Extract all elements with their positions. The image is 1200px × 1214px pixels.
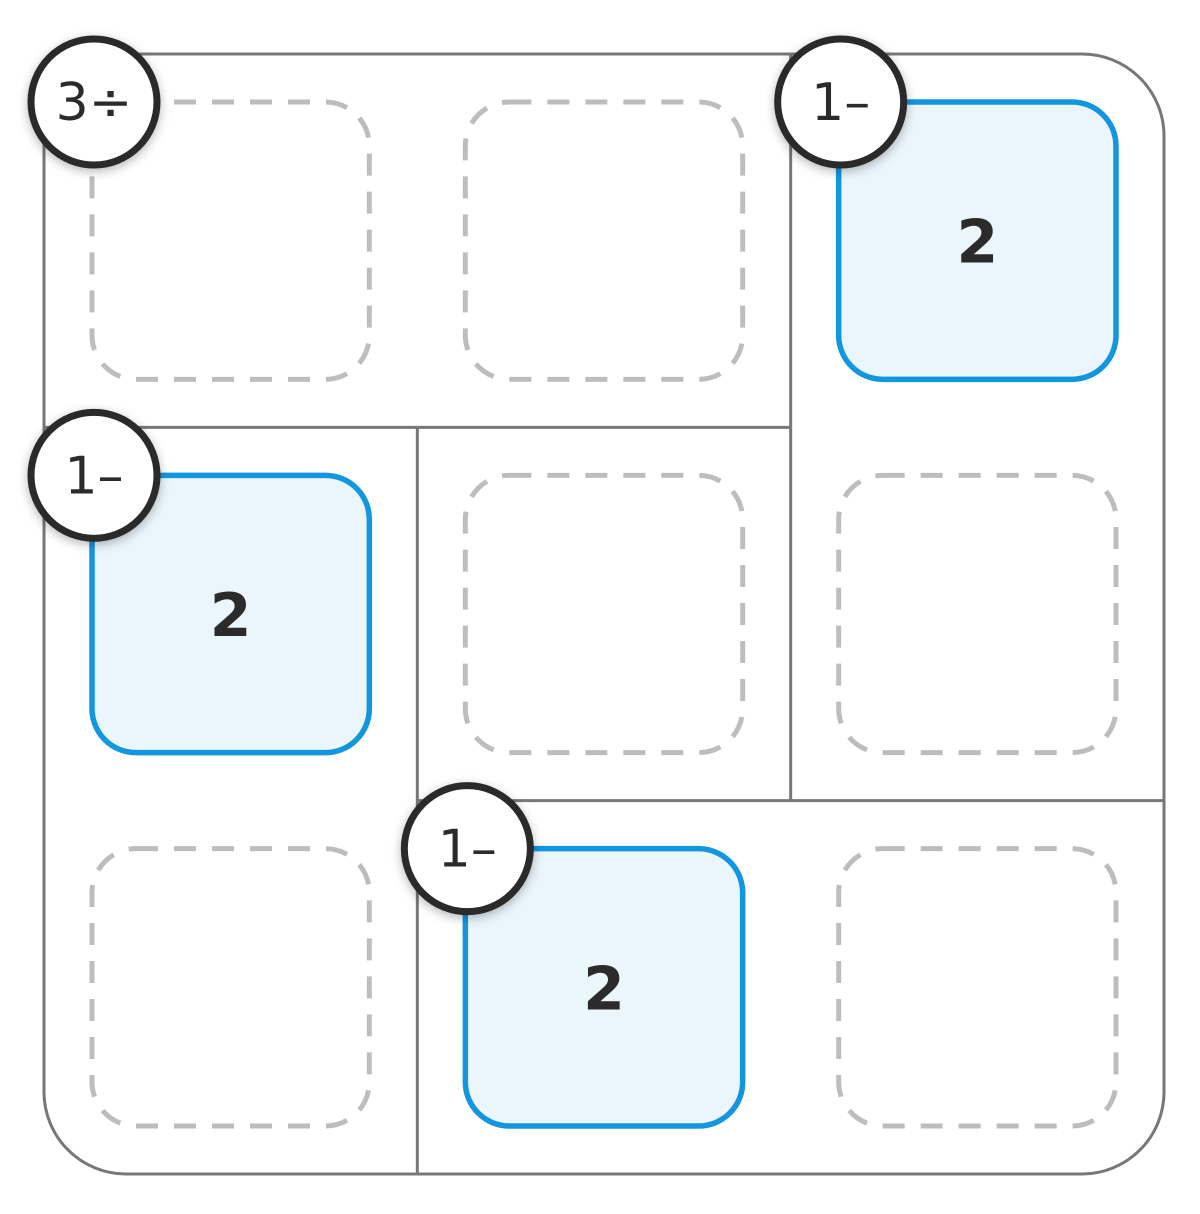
clue-badge [27,35,161,169]
cell-r2-c3[interactable] [836,472,1119,756]
filled-cell-box [462,845,746,1129]
cell-value: 2 [210,581,252,651]
cell-grid: 2 2 2 [89,99,1119,1129]
empty-cell-box [462,472,746,756]
cell-value: 2 [956,208,998,278]
clue-badge [400,782,534,916]
cell-r1-c3[interactable]: 2 [835,99,1119,383]
cell-r2-c1[interactable]: 2 [89,472,373,756]
clue-label: 1– [811,73,870,133]
clue-badge [27,408,161,542]
cage-clues: 3÷ 1– 1– 1– [27,35,908,916]
cage-clue-4: 1– [400,782,534,916]
board-outline [42,52,1166,1176]
empty-cell-box [836,472,1119,756]
empty-cell-box [89,99,372,382]
clue-label: 3÷ [56,73,133,133]
clue-label: 1– [438,820,497,880]
cell-r3-c1[interactable] [89,846,372,1129]
filled-cell-box [89,472,373,756]
cell-value: 2 [583,954,625,1024]
cell-r3-c3[interactable] [836,846,1119,1129]
cell-r3-c2[interactable]: 2 [462,845,746,1129]
cage-clue-2: 1– [774,35,908,169]
cell-r1-c2[interactable] [462,99,746,382]
empty-cell-box [89,846,372,1129]
cage-clue-1: 3÷ [27,35,161,169]
cage-clue-3: 1– [27,408,161,542]
cell-r1-c1[interactable] [89,99,372,382]
clue-badge [774,35,908,169]
clue-label: 1– [64,446,123,506]
filled-cell-box [835,99,1119,383]
cell-r2-c2[interactable] [462,472,746,756]
empty-cell-box [462,99,746,382]
empty-cell-box [836,846,1119,1129]
